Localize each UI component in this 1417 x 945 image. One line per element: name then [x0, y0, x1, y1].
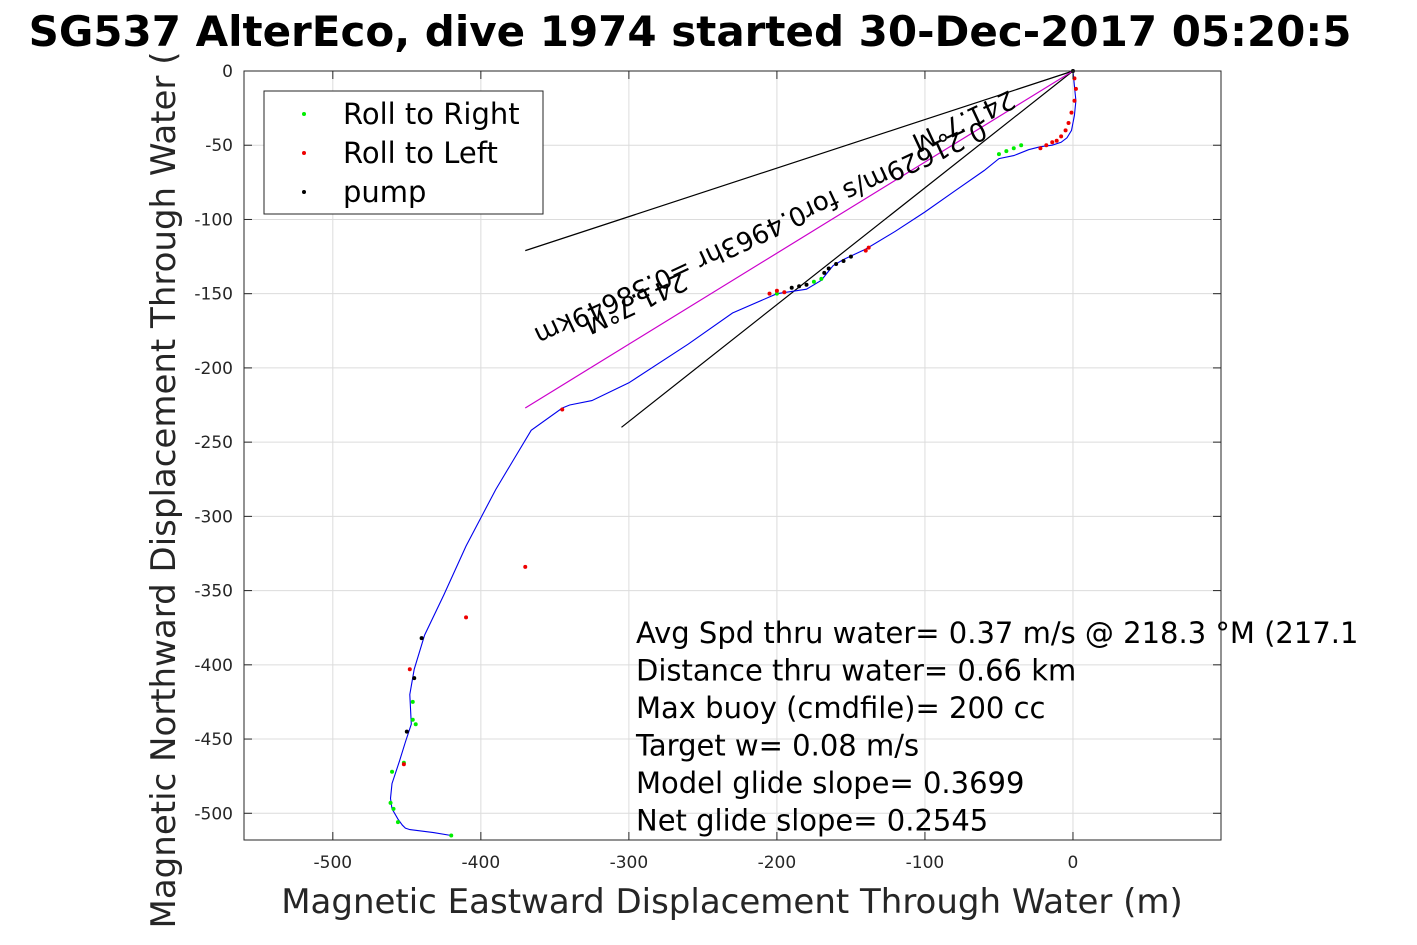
- roll-left-point: [1063, 128, 1068, 133]
- y-axis-title: Magnetic Northward Displacement Through …: [144, 52, 184, 929]
- y-tick-label: -350: [194, 582, 233, 602]
- roll-right-point: [1004, 149, 1009, 154]
- roll-right-point: [996, 152, 1001, 157]
- roll-left-point: [1038, 146, 1043, 151]
- legend-marker: [302, 112, 306, 116]
- y-tick-label: -200: [194, 359, 233, 379]
- legend: Roll to Right Roll to Left pump: [263, 90, 544, 215]
- plot-frame: [243, 70, 1222, 841]
- pump-point: [804, 282, 809, 287]
- roll-left-point: [767, 291, 772, 296]
- stats-line: Model glide slope= 0.3699: [636, 766, 1024, 800]
- x-tick-label: -200: [758, 853, 797, 873]
- reference-line: [621, 70, 1074, 428]
- roll-left-point: [560, 407, 565, 412]
- y-tick-label: -400: [194, 656, 233, 676]
- reference-lines: [524, 70, 1074, 428]
- roll-right-point: [410, 699, 415, 704]
- legend-marker: [302, 151, 306, 155]
- pump-point: [834, 261, 839, 266]
- x-axis-title: Magnetic Eastward Displacement Through W…: [281, 882, 1183, 922]
- x-tick-label: -500: [314, 853, 353, 873]
- pump-point: [826, 266, 831, 271]
- y-tick-label: -50: [205, 136, 233, 156]
- legend-label: pump: [343, 175, 426, 209]
- roll-left-point: [782, 290, 787, 295]
- roll-left-point: [1073, 86, 1078, 91]
- roll-right-point: [1019, 143, 1024, 148]
- pump-point: [789, 285, 794, 290]
- roll-right-point: [1011, 146, 1016, 151]
- roll-left-point: [866, 245, 871, 250]
- roll-right-point: [811, 279, 816, 284]
- y-tick-label: -450: [194, 730, 233, 750]
- reference-line: [524, 70, 1074, 409]
- pump-point: [797, 284, 802, 289]
- x-tick-label: -100: [906, 853, 945, 873]
- stats-line: Net glide slope= 0.2545: [636, 804, 988, 838]
- roll-left-point: [774, 288, 779, 293]
- roll-left-point: [1072, 98, 1077, 103]
- y-tick-label: -250: [194, 433, 233, 453]
- pump-point: [848, 254, 853, 259]
- stats-line: Avg Spd thru water= 0.37 m/s @ 218.3 °M …: [636, 616, 1358, 650]
- roll-left-point: [1059, 134, 1064, 139]
- y-axis-ticks: 0 -50 -100 -150 -200 -250 -300 -350 -400 -450 -500: [194, 62, 1221, 824]
- x-axis-ticks: -500 -400 -300 -200 -100 0: [314, 71, 1079, 873]
- roll-right-point: [774, 291, 779, 296]
- roll-left-point: [464, 615, 469, 620]
- plot-area: 241.7°M0.21629m/s for0.4963hr =0.38649km…: [243, 69, 1222, 841]
- stats-line: Distance thru water= 0.66 km: [636, 654, 1076, 688]
- x-tick-label: 0: [1068, 853, 1079, 873]
- legend-label: Roll to Left: [343, 136, 498, 170]
- x-tick-label: -300: [610, 853, 649, 873]
- roll-left-point: [863, 248, 868, 253]
- roll-right-point: [395, 820, 400, 825]
- pump-point: [404, 729, 409, 734]
- stats-line: Target w= 0.08 m/s: [635, 729, 919, 763]
- y-tick-label: -150: [194, 285, 233, 305]
- roll-right-point: [410, 717, 415, 722]
- marker-layer: [388, 69, 1078, 838]
- pump-point: [412, 676, 417, 681]
- y-tick-label: 0: [222, 62, 233, 82]
- reference-line: [525, 70, 1074, 252]
- roll-right-point: [449, 833, 454, 838]
- pump-point: [841, 259, 846, 264]
- roll-left-point: [1044, 143, 1049, 148]
- stats-line: Max buoy (cmdfile)= 200 cc: [636, 691, 1045, 725]
- roll-left-point: [1066, 120, 1071, 125]
- y-tick-label: -300: [194, 507, 233, 527]
- stats-block: Avg Spd thru water= 0.37 m/s @ 218.3 °M …: [635, 616, 1358, 838]
- roll-left-point: [1069, 110, 1074, 115]
- pump-point: [822, 270, 827, 275]
- roll-left-point: [401, 762, 406, 767]
- roll-left-point: [523, 564, 528, 569]
- y-tick-label: -100: [194, 210, 233, 230]
- roll-right-point: [391, 806, 396, 811]
- roll-left-point: [1054, 138, 1059, 143]
- legend-box: [263, 90, 544, 215]
- x-tick-label: -400: [462, 853, 501, 873]
- legend-label: Roll to Right: [343, 97, 520, 131]
- y-tick-label: -500: [194, 804, 233, 824]
- roll-right-point: [413, 722, 418, 727]
- roll-right-point: [819, 276, 824, 281]
- roll-left-point: [407, 667, 412, 672]
- chart-title: SG537 AlterEco, dive 1974 started 30-Dec…: [29, 7, 1352, 56]
- legend-marker: [302, 190, 306, 194]
- pump-point: [419, 636, 424, 641]
- roll-right-point: [388, 800, 393, 805]
- roll-right-point: [390, 769, 395, 774]
- roll-left-point: [1050, 140, 1055, 145]
